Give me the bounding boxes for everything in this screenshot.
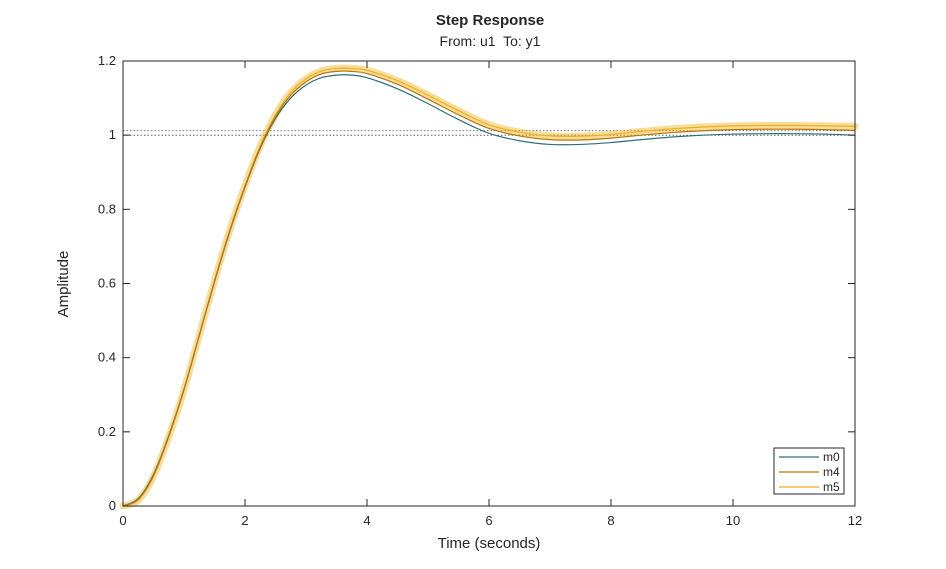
series-layer — [119, 64, 859, 510]
x-axis-label: Time (seconds) — [438, 535, 541, 552]
legend-label-m0: m0 — [823, 450, 840, 464]
legend-label-m5: m5 — [823, 480, 840, 494]
y-tick-label: 0 — [109, 498, 116, 513]
x-tick-label: 8 — [607, 513, 614, 528]
x-tick-label: 4 — [363, 513, 370, 528]
y-axis: 0 0.2 0.4 0.6 0.8 1 1.2 — [98, 53, 855, 513]
y-tick-label: 1.2 — [98, 53, 116, 68]
x-tick-label: 6 — [485, 513, 492, 528]
x-tick-label: 10 — [726, 513, 740, 528]
x-axis: 0 2 4 6 8 10 12 — [119, 61, 862, 528]
legend-label-m4: m4 — [823, 465, 840, 479]
reference-lines — [123, 130, 855, 136]
y-axis-label: Amplitude — [55, 251, 72, 318]
y-tick-label: 0.4 — [98, 350, 116, 365]
chart-subtitle: From: u1 To: y1 — [440, 33, 541, 49]
y-tick-label: 1 — [109, 127, 116, 142]
x-tick-label: 2 — [241, 513, 248, 528]
series-line-m4 — [122, 70, 856, 507]
chart-title: Step Response — [436, 12, 544, 29]
legend-box — [773, 447, 845, 495]
y-tick-label: 0.6 — [98, 276, 116, 291]
y-tick-label: 0.8 — [98, 201, 116, 216]
x-tick-label: 0 — [119, 513, 126, 528]
y-tick-label: 0.2 — [98, 424, 116, 439]
x-tick-label: 12 — [848, 513, 862, 528]
